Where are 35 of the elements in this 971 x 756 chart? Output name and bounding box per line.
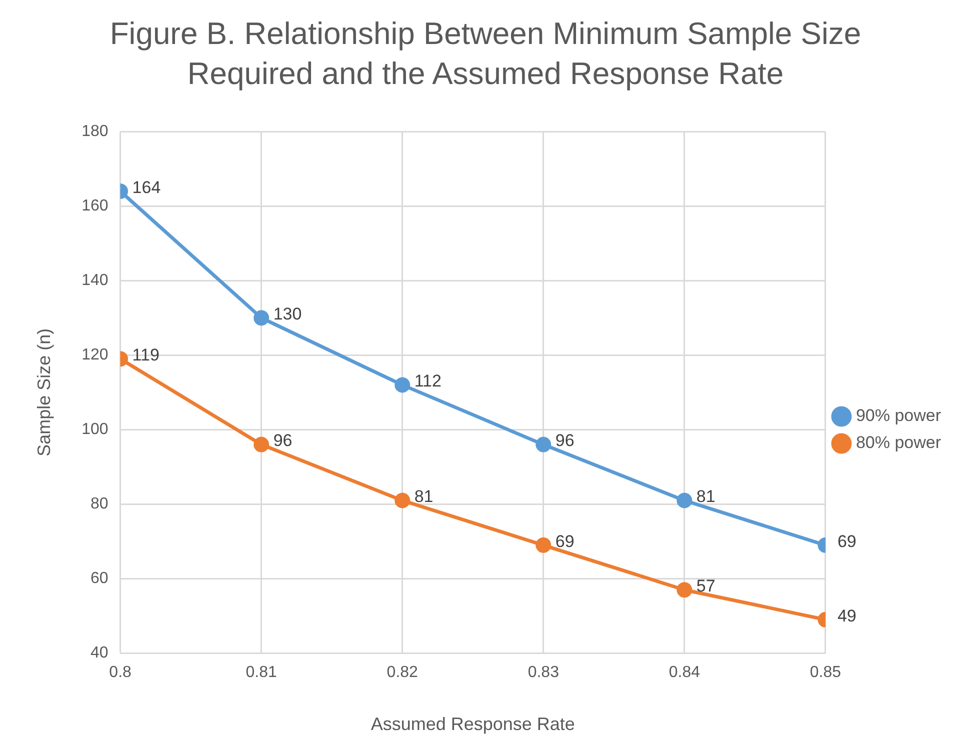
data-label: 96 <box>273 431 292 450</box>
y-tick-label: 40 <box>90 644 108 662</box>
data-label: 81 <box>696 487 716 506</box>
legend-label: 90% power <box>856 406 942 426</box>
point <box>394 492 410 508</box>
y-tick-label: 60 <box>90 570 108 588</box>
x-tick-label: 0.8 <box>109 664 132 682</box>
data-label: 96 <box>555 431 574 450</box>
data-label: 57 <box>696 576 716 596</box>
y-tick-label: 180 <box>82 123 108 140</box>
y-axis-title: Sample Size (n) <box>34 328 54 456</box>
data-label: 119 <box>132 346 160 365</box>
x-tick-label: 0.82 <box>386 664 418 682</box>
x-tick-label: 0.85 <box>810 664 842 682</box>
y-tick-label: 160 <box>82 198 108 215</box>
y-tick-label: 120 <box>82 346 108 364</box>
y-tick-label: 140 <box>82 272 108 290</box>
data-label: 49 <box>837 606 856 626</box>
data-label: 112 <box>414 372 442 391</box>
x-tick-label: 0.81 <box>246 664 277 682</box>
point <box>394 377 410 393</box>
x-tick-label: 0.83 <box>528 664 560 682</box>
x-tick-label: 0.84 <box>668 664 700 682</box>
y-tick-label: 100 <box>82 421 108 438</box>
legend-label: 80% power <box>856 433 942 452</box>
x-axis-title: Assumed Response Rate <box>370 714 575 734</box>
data-label: 69 <box>837 532 856 551</box>
data-label: 69 <box>555 532 574 551</box>
y-tick-label: 80 <box>90 496 108 513</box>
chart-title: Figure B. Relationship Between Minimum Sample Size Required and the Assumed Response Rate <box>108 15 862 93</box>
point <box>536 436 552 452</box>
data-label: 130 <box>273 304 302 324</box>
point <box>536 537 552 553</box>
data-label: 164 <box>132 178 161 197</box>
data-label: 81 <box>414 487 434 506</box>
